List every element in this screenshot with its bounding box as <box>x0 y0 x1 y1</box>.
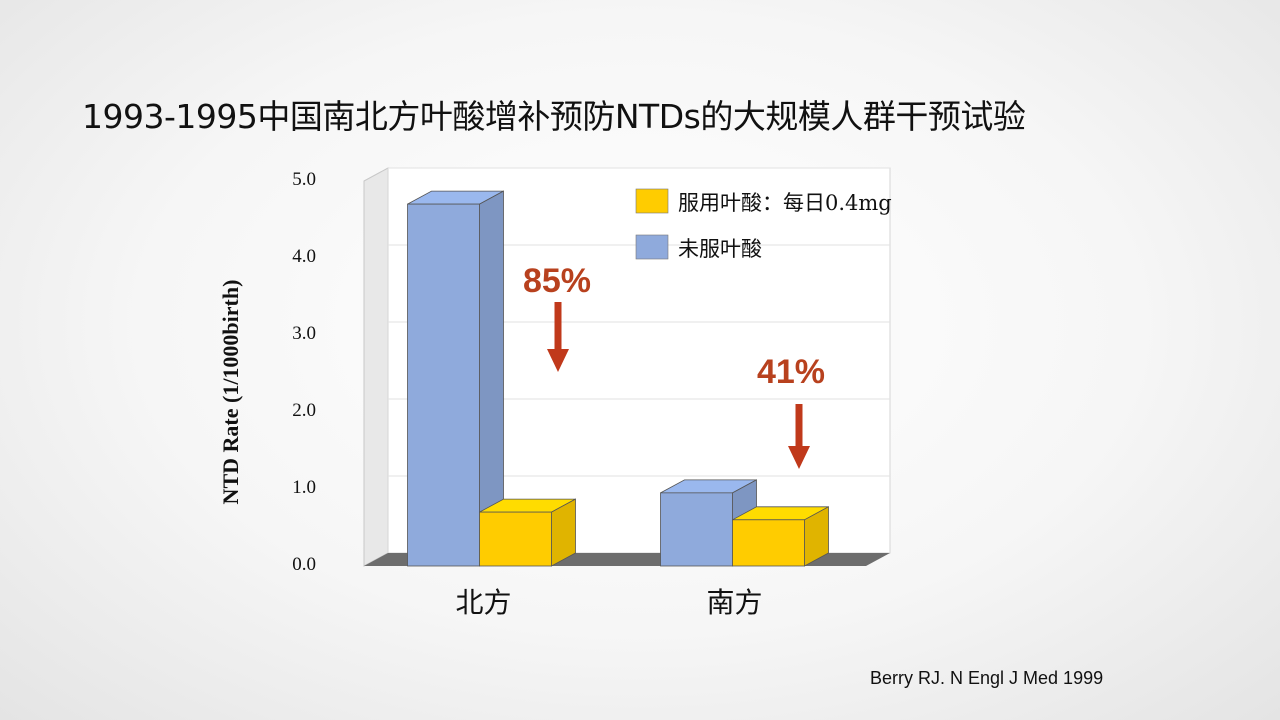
slide-title: 1993-1995中国南北方叶酸增补预防NTDs的大规模人群干预试验 <box>82 97 1026 136</box>
x-axis-categories: 北方 南方 <box>455 586 762 619</box>
y-axis-label: NTD Rate (1/1000birth) <box>218 280 243 505</box>
y-tick-label: 4.0 <box>292 246 316 267</box>
side-wall <box>363 167 389 567</box>
category-label: 南方 <box>706 586 762 619</box>
y-tick-label: 1.0 <box>292 477 316 498</box>
bar-front <box>407 203 480 567</box>
percent-reduction-label: 41% <box>757 353 825 391</box>
legend-swatch <box>635 188 669 214</box>
legend-label: 未服叶酸 <box>678 237 762 261</box>
bars <box>407 190 829 567</box>
legend-label: 服用叶酸：每日0.4mg <box>678 191 892 215</box>
legend-swatch <box>635 234 669 260</box>
bar <box>479 498 576 567</box>
bar-front <box>479 511 552 567</box>
bar-front <box>660 492 733 567</box>
down-arrow <box>788 404 810 469</box>
down-arrow <box>547 302 569 372</box>
y-tick-label: 5.0 <box>292 169 316 190</box>
bar-front <box>732 519 805 567</box>
legend: 服用叶酸：每日0.4mg 未服叶酸 <box>635 188 892 261</box>
y-tick-label: 0.0 <box>292 554 316 575</box>
y-tick-label: 3.0 <box>292 323 316 344</box>
citation: Berry RJ. N Engl J Med 1999 <box>870 668 1104 688</box>
bar <box>407 190 504 567</box>
percent-reduction-label: 85% <box>523 262 591 300</box>
annotations: 85% 41% <box>523 262 825 469</box>
y-tick-label: 2.0 <box>292 400 316 421</box>
y-axis-ticks: 0.0 1.0 2.0 3.0 4.0 5.0 <box>292 169 316 575</box>
category-label: 北方 <box>455 586 511 619</box>
bar <box>732 506 829 567</box>
